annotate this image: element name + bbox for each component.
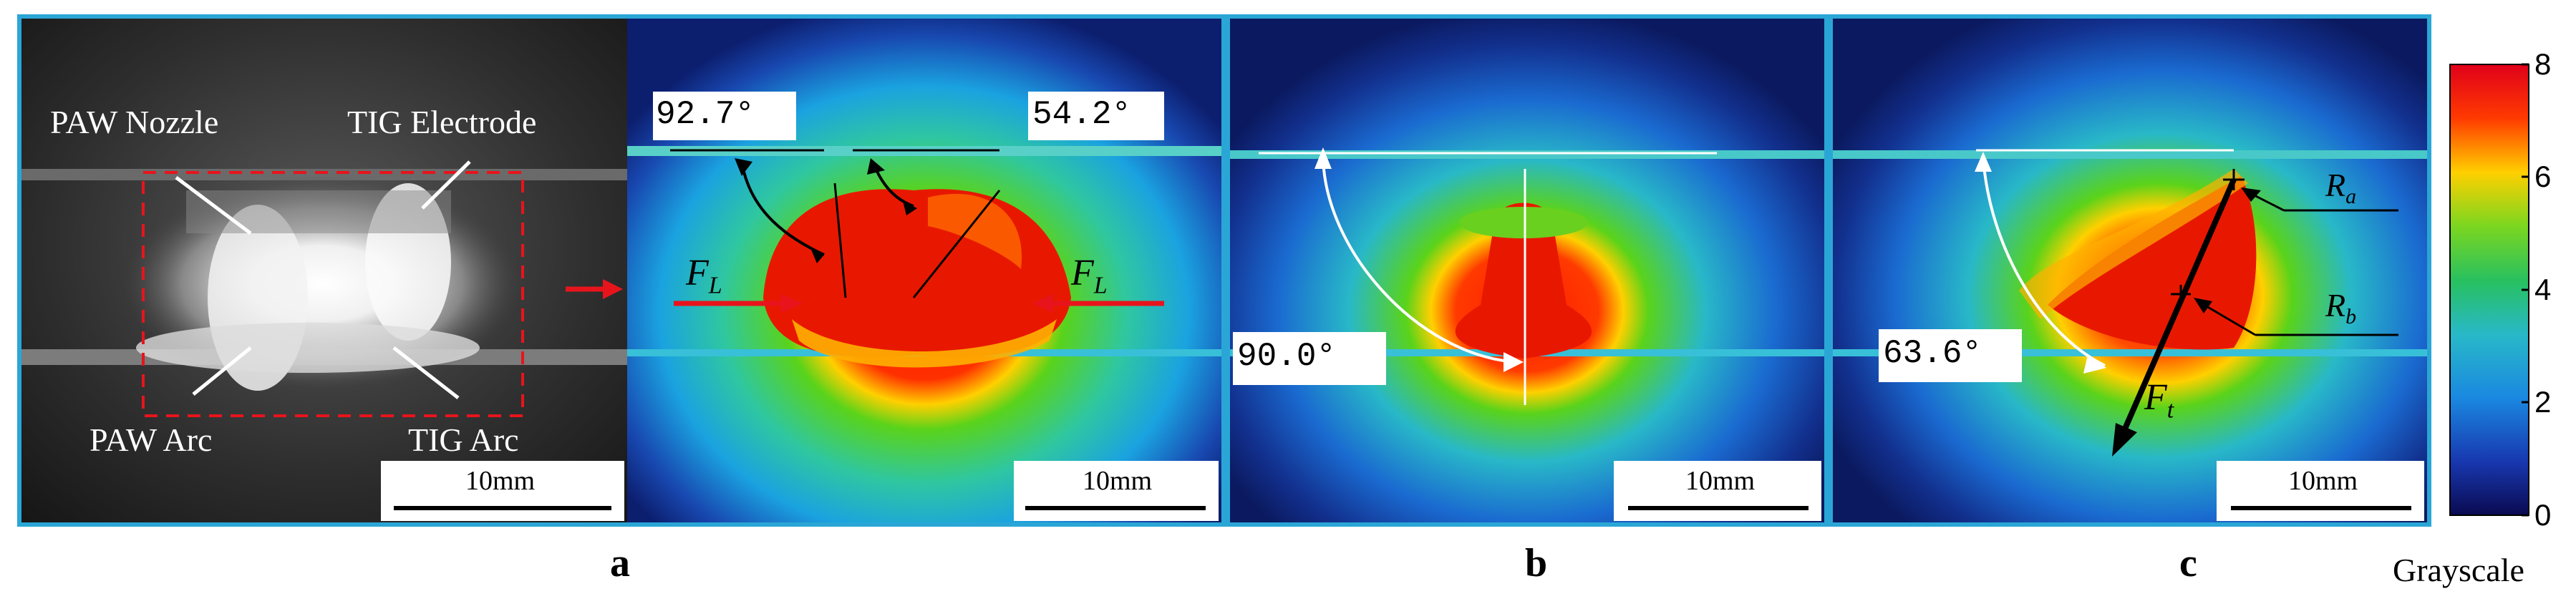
force-subscript: t <box>2166 396 2174 424</box>
label-tig-electrode: TIG Electrode <box>347 104 537 140</box>
ra-label: Ra <box>2325 166 2356 209</box>
scale-bar-label: 10mm <box>465 466 536 496</box>
rb-symbol: R <box>2325 287 2346 323</box>
force-subscript: L <box>1093 272 1108 299</box>
colorbar-tick: 0 <box>2534 498 2552 532</box>
label-paw-arc: PAW Arc <box>89 422 213 458</box>
colorbar <box>2449 63 2529 517</box>
heatmap-a-graphic <box>627 19 1221 522</box>
force-label: Ft <box>2144 376 2174 424</box>
colorbar-tick: 8 <box>2534 47 2552 81</box>
sublabel-c: c <box>2179 541 2197 585</box>
ra-symbol: R <box>2325 167 2346 203</box>
arc-photo-graphic <box>21 19 627 522</box>
sublabel-b: b <box>1525 541 1548 585</box>
label-paw-nozzle: PAW Nozzle <box>50 104 219 140</box>
angle-label: 90.0° <box>1237 338 1337 375</box>
panel-c-frame: 63.6° Ft Ra Rb 10mm <box>1829 14 2431 527</box>
panel-a-frame: PAW Nozzle TIG Electrode PAW Arc TIG Arc… <box>17 14 1226 527</box>
force-symbol: F <box>2144 377 2167 418</box>
force-label-left: FL <box>686 252 722 299</box>
scale-bar-label: 10mm <box>2288 466 2358 496</box>
angle-label: 63.6° <box>1883 335 1982 372</box>
rb-label: Rb <box>2325 286 2356 329</box>
scale-bar-label: 10mm <box>1685 466 1756 496</box>
force-symbol: F <box>686 253 709 293</box>
panel-a-heatmap: 92.7° 54.2° FL FL 10mm <box>627 19 1221 522</box>
colorbar-title: Grayscale <box>2393 552 2524 588</box>
angle-label-left: 92.7° <box>656 96 755 133</box>
scale-bar-label: 10mm <box>1083 466 1153 496</box>
rb-subscript: b <box>2345 305 2357 329</box>
force-subscript: L <box>708 272 722 299</box>
ra-subscript: a <box>2345 185 2357 209</box>
force-symbol: F <box>1071 253 1094 293</box>
colorbar-tick: 6 <box>2534 160 2552 193</box>
panel-b-frame: 90.0° 10mm <box>1226 14 1829 527</box>
panel-a-photo: PAW Nozzle TIG Electrode PAW Arc TIG Arc… <box>21 19 627 522</box>
sublabel-a: a <box>610 541 630 585</box>
colorbar-tick: 2 <box>2534 385 2552 419</box>
angle-label-right: 54.2° <box>1032 96 1132 133</box>
label-tig-arc: TIG Arc <box>408 422 519 458</box>
transition-arrow <box>566 279 623 299</box>
force-label-right: FL <box>1071 252 1108 299</box>
colorbar-tick: 4 <box>2534 273 2552 306</box>
heatmap-c-graphic <box>1833 19 2427 522</box>
heatmap-b-graphic <box>1230 19 1824 522</box>
